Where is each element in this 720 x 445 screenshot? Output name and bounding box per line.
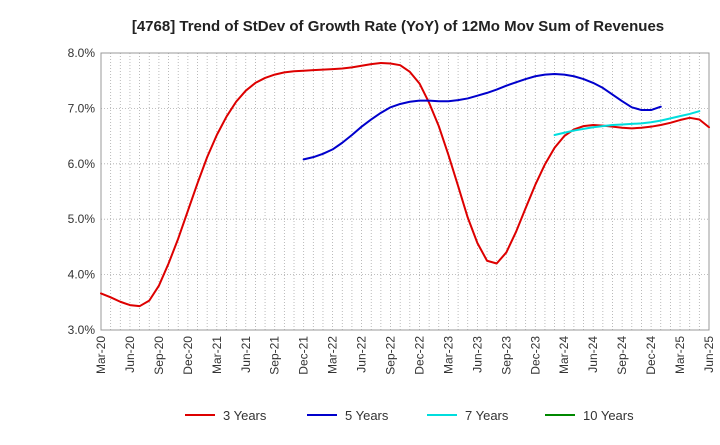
y-tick-label: 8.0% xyxy=(68,46,96,60)
y-axis: 3.0% 4.0% 5.0% 6.0% 7.0% 8.0% xyxy=(68,46,96,337)
x-tick-label: Mar-22 xyxy=(326,336,340,374)
legend-label: 5 Years xyxy=(345,408,389,423)
x-tick-label: Sep-22 xyxy=(384,336,398,375)
y-tick-label: 5.0% xyxy=(68,212,96,226)
x-tick-label: Jun-24 xyxy=(586,336,600,373)
x-axis: Mar-20 Jun-20 Sep-20 Dec-20 Mar-21 Jun-21 Sep-… xyxy=(94,336,716,375)
series-layer xyxy=(100,61,710,308)
series-line-3-years xyxy=(100,61,710,308)
plot-frame xyxy=(100,52,710,331)
x-tick-label: Mar-24 xyxy=(557,336,571,374)
legend-label: 3 Years xyxy=(223,408,267,423)
chart-title: [4768] Trend of StDev of Growth Rate (Yo… xyxy=(132,18,664,35)
x-tick-label: Dec-20 xyxy=(181,336,195,375)
x-tick-label: Mar-25 xyxy=(673,336,687,374)
x-tick-label: Dec-24 xyxy=(644,336,658,375)
legend-label: 10 Years xyxy=(583,408,634,423)
x-tick-label: Mar-21 xyxy=(210,336,224,374)
y-tick-label: 3.0% xyxy=(68,323,96,337)
x-tick-label: Jun-23 xyxy=(470,336,484,373)
y-tick-label: 7.0% xyxy=(68,101,96,115)
y-tick-label: 6.0% xyxy=(68,157,96,171)
x-tick-label: Sep-23 xyxy=(499,336,513,375)
legend-label: 7 Years xyxy=(465,408,509,423)
x-tick-label: Jun-25 xyxy=(702,336,716,373)
series-line-5-years xyxy=(302,73,662,161)
x-tick-label: Jun-21 xyxy=(239,336,253,373)
x-tick-label: Sep-20 xyxy=(152,336,166,375)
legend: 3 Years 5 Years 7 Years 10 Years xyxy=(185,408,634,423)
x-tick-label: Mar-20 xyxy=(94,336,108,374)
x-tick-label: Dec-23 xyxy=(528,336,542,375)
grid-layer xyxy=(101,53,709,330)
x-tick-label: Mar-23 xyxy=(441,336,455,374)
y-tick-label: 4.0% xyxy=(68,268,96,282)
x-tick-label: Sep-24 xyxy=(615,336,629,375)
series-line-7-years xyxy=(553,110,701,136)
x-tick-label: Jun-20 xyxy=(123,336,137,373)
x-tick-label: Sep-21 xyxy=(268,336,282,375)
x-tick-label: Jun-22 xyxy=(355,336,369,373)
x-tick-label: Dec-22 xyxy=(412,336,426,375)
x-tick-label: Dec-21 xyxy=(297,336,311,375)
